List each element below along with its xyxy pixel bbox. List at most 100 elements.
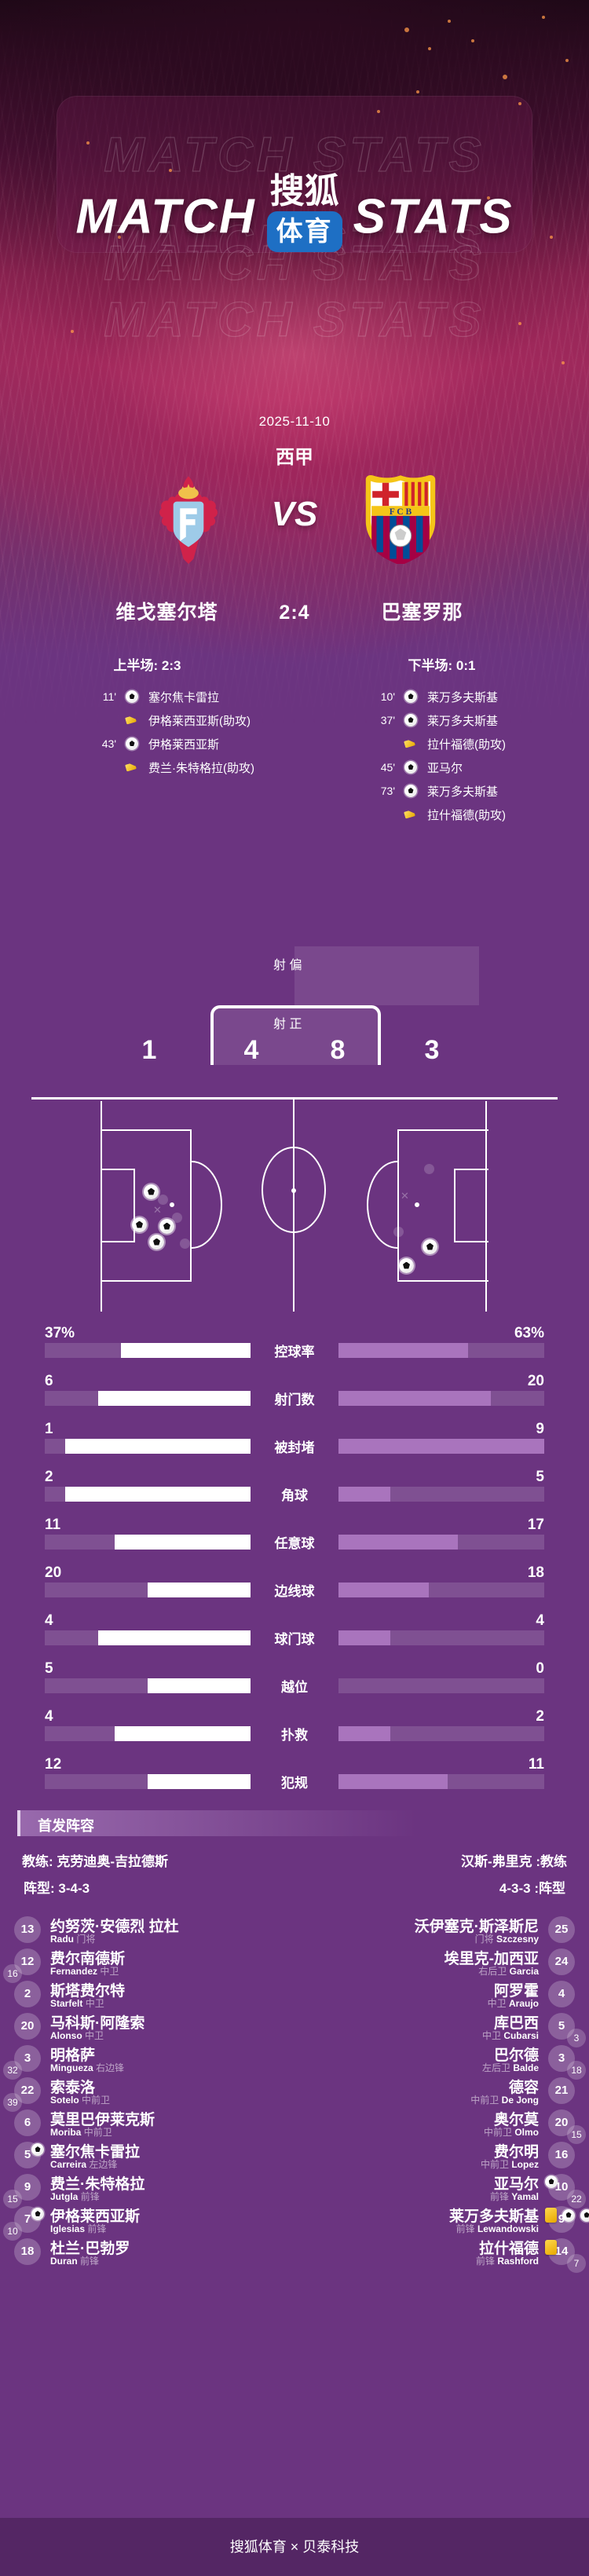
- event-minute: 43': [101, 737, 116, 750]
- away-player[interactable]: 20 15 奥尔莫 中前卫 Olmo: [294, 2108, 589, 2144]
- player-position: 中前卫: [470, 2095, 499, 2106]
- event-player: 塞尔焦卡雷拉: [148, 690, 220, 704]
- player-name-cn: 杜兰·巴勃罗: [50, 2241, 130, 2257]
- stat-away-fill: [338, 1487, 390, 1502]
- stat-label: 越位: [281, 1680, 308, 1695]
- player-meta: 左后卫 Balde: [482, 2061, 539, 2074]
- hero-banner: MATCH STATS MATCH STATS MATCH STATS MATC…: [0, 0, 589, 911]
- away-player[interactable]: 3 18 巴尔德 左后卫 Balde: [294, 2044, 589, 2080]
- stat-row: 4 2 扑救: [0, 1707, 589, 1755]
- home-player[interactable]: 12 16 费尔南德斯 Fernandez 中卫: [0, 1947, 294, 1983]
- stat-away-track: [338, 1391, 544, 1406]
- home-events-list: 11' 塞尔焦卡雷拉 伊格莱西亚斯(助攻) 43' 伊格莱西亚斯 费兰·朱特格拉(助攻): [0, 685, 294, 779]
- stat-away-fill: [338, 1391, 491, 1406]
- stat-home-fill: [115, 1535, 251, 1550]
- player-meta: 中前卫 Lopez: [481, 2157, 539, 2171]
- stat-home-value: 20: [45, 1564, 62, 1581]
- miss-marker: [425, 1165, 434, 1173]
- left-penalty-area: [101, 1129, 192, 1282]
- home-player[interactable]: 7 10 伊格莱西亚斯 Iglesias 前锋: [0, 2205, 294, 2241]
- right-six-yard-box: [454, 1169, 488, 1242]
- player-name-en: Rashford: [497, 2256, 539, 2267]
- away-player[interactable]: 5 3 库巴西 中卫 Cubarsi: [294, 2011, 589, 2047]
- event-row: 10' 莱万多夫斯基: [294, 685, 589, 708]
- stat-home-track: [45, 1726, 251, 1741]
- stat-home-value: 6: [45, 1373, 53, 1389]
- player-name-en: Starfelt: [50, 1998, 83, 2009]
- stat-away-track: [338, 1487, 544, 1502]
- event-player: 莱万多夫斯基: [427, 785, 499, 799]
- stat-home-value: 37%: [45, 1325, 75, 1341]
- player-position: 前锋: [87, 2223, 107, 2234]
- substitute-number: 3: [567, 2029, 586, 2047]
- player-number: 24: [548, 1948, 575, 1975]
- player-position: 中前卫: [82, 2095, 111, 2106]
- player-name-cn: 斯塔费尔特: [50, 1983, 126, 2000]
- miss-marker: [181, 1239, 189, 1248]
- shot-map-section: 射 偏 射 正 1 4 8 3 ✕ ✕: [0, 911, 589, 1323]
- home-player[interactable]: 20 马科斯·阿隆索 Alonso 中卫: [0, 2011, 294, 2044]
- stat-home-fill: [148, 1678, 251, 1693]
- spark-particle: [404, 27, 409, 32]
- goal-ball-icon: [562, 2208, 575, 2222]
- player-meta: Moriba 中前卫: [50, 2125, 112, 2139]
- home-player[interactable]: 2 斯塔费尔特 Starfelt 中卫: [0, 1979, 294, 2011]
- stat-home-track: [45, 1630, 251, 1645]
- player-number: 5: [548, 2013, 575, 2040]
- substitute-number: 15: [567, 2125, 586, 2144]
- assist-boot-icon: [126, 763, 139, 773]
- stat-label: 角球: [281, 1488, 308, 1503]
- away-player[interactable]: 9 莱万多夫斯基 前锋 Lewandowski: [294, 2205, 589, 2237]
- spark-particle: [448, 20, 451, 23]
- player-event-icons: [31, 2208, 50, 2220]
- player-position: 右后卫: [478, 1966, 507, 1977]
- home-player[interactable]: 5 塞尔焦卡雷拉 Carreira 左边锋: [0, 2140, 294, 2172]
- player-name-en: Yamal: [511, 2191, 539, 2202]
- player-position: 前锋: [455, 2223, 475, 2234]
- player-row: 6 莫里巴伊莱克斯 Moriba 中前卫 20 15 奥尔莫 中前卫 Olmo: [0, 2108, 589, 2144]
- match-stats-comparison: 37% 63% 控球率 6 20 射门数 1 9 被封堵 2 5 角球 11 17 任意球 20 18 边线球 4 4…: [0, 1323, 589, 1810]
- home-team-name: 维戈塞尔塔: [115, 602, 218, 624]
- away-player[interactable]: 4 阿罗霍 中卫 Araujo: [294, 1979, 589, 2011]
- player-meta: 前锋 Rashford: [476, 2254, 539, 2267]
- home-player[interactable]: 22 39 索泰洛 Sotelo 中前卫: [0, 2076, 294, 2112]
- right-penalty-spot: [415, 1202, 419, 1207]
- stat-away-value: 63%: [514, 1325, 544, 1341]
- player-number: 16: [548, 2142, 575, 2168]
- home-player[interactable]: 3 32 明格萨 Mingueza 右边锋: [0, 2044, 294, 2080]
- player-name-cn: 莱万多夫斯基: [448, 2208, 539, 2225]
- away-player[interactable]: 24 埃里克-加西亚 右后卫 Garcia: [294, 1947, 589, 1979]
- stat-away-fill: [338, 1439, 544, 1454]
- spark-particle: [118, 236, 121, 239]
- miss-marker: [394, 1228, 403, 1236]
- player-number: 22: [14, 2077, 41, 2104]
- home-player[interactable]: 13 约努茨·安德烈 拉杜 Radu 门将: [0, 1915, 294, 1947]
- formation-row: 阵型: 3-4-3 4-3-3 :阵型: [0, 1877, 589, 1908]
- stat-away-value: 17: [527, 1517, 544, 1533]
- away-player[interactable]: 21 德容 中前卫 De Jong: [294, 2076, 589, 2108]
- player-number: 25: [548, 1916, 575, 1943]
- stat-away-fill: [338, 1774, 448, 1789]
- home-player[interactable]: 18 杜兰·巴勃罗 Duran 前锋: [0, 2237, 294, 2269]
- footer-credit: 搜狐体育 × 贝泰科技: [229, 2539, 360, 2555]
- stat-home-value: 4: [45, 1612, 53, 1629]
- stat-away-track: [338, 1630, 544, 1645]
- away-player[interactable]: 16 费尔明 中前卫 Lopez: [294, 2140, 589, 2172]
- home-player[interactable]: 9 15 费兰·朱特格拉 Jutgla 前锋: [0, 2172, 294, 2208]
- player-row: 20 马科斯·阿隆索 Alonso 中卫 5 3 库巴西 中卫 Cubarsi: [0, 2011, 589, 2047]
- player-row: 12 16 费尔南德斯 Fernandez 中卫 24 埃里克-加西亚 右后卫 Garcia: [0, 1947, 589, 1983]
- hero-glow: [90, 236, 499, 471]
- player-name-cn: 埃里克-加西亚: [444, 1951, 539, 1967]
- away-player[interactable]: 14 7 拉什福德 前锋 Rashford: [294, 2237, 589, 2273]
- away-player[interactable]: 10 22 亚马尔 前锋 Yamal: [294, 2172, 589, 2208]
- player-meta: 门将 Szczesny: [475, 1932, 539, 1945]
- miss-marker: [173, 1213, 181, 1222]
- player-position: 前锋: [489, 2191, 509, 2202]
- away-player[interactable]: 25 沃伊塞克·斯泽斯尼 门将 Szczesny: [294, 1915, 589, 1947]
- stat-away-fill: [338, 1583, 430, 1597]
- home-coach: 教练: 克劳迪奥-吉拉德斯: [22, 1854, 169, 1869]
- player-name-cn: 奥尔莫: [493, 2112, 539, 2128]
- left-six-yard-box: [101, 1169, 135, 1242]
- player-name-cn: 莫里巴伊莱克斯: [50, 2112, 155, 2128]
- home-player[interactable]: 6 莫里巴伊莱克斯 Moriba 中前卫: [0, 2108, 294, 2140]
